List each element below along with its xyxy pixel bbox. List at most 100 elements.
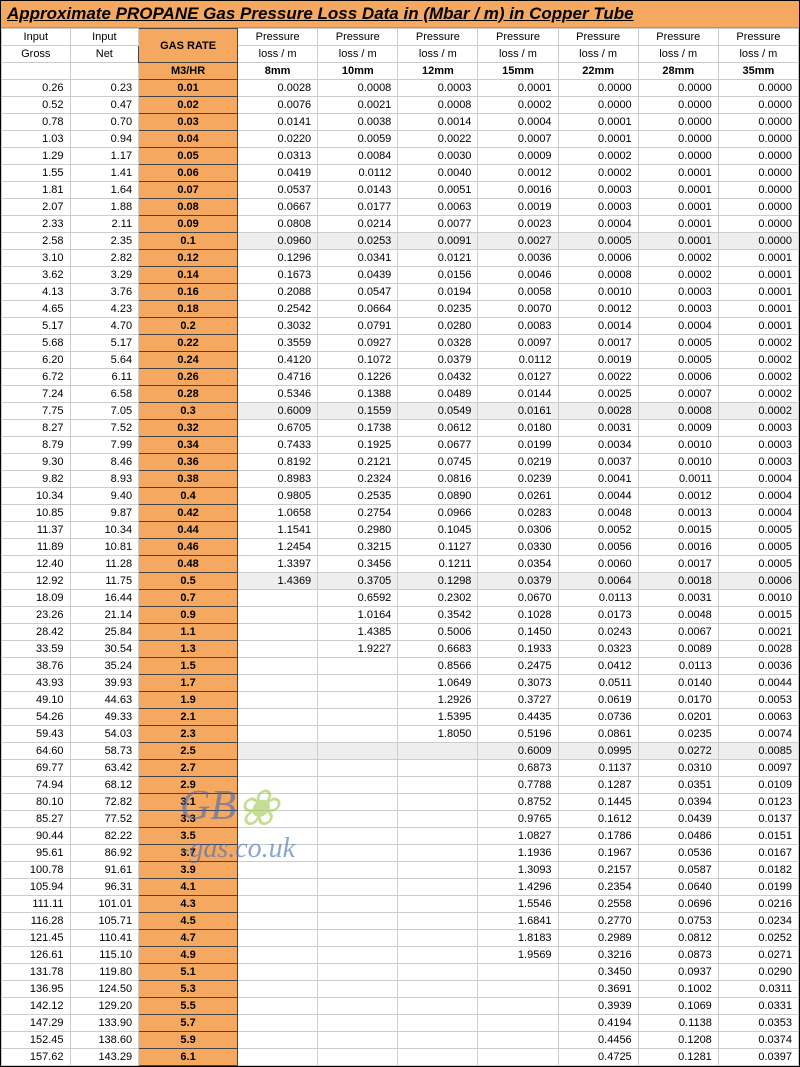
value-cell: 0.3032 (238, 318, 318, 335)
gasrate-cell: 1.1 (139, 624, 238, 641)
value-cell: 0.0640 (638, 879, 718, 896)
value-cell: 0.0271 (718, 947, 798, 964)
gasrate-cell: 0.04 (139, 131, 238, 148)
cell: 6.72 (2, 369, 71, 386)
gasrate-cell: 3.1 (139, 794, 238, 811)
value-cell: 0.0353 (718, 1015, 798, 1032)
value-cell (398, 998, 478, 1015)
table-row: 3.102.820.120.12960.03410.01210.00360.00… (2, 250, 799, 267)
value-cell (238, 1015, 318, 1032)
value-cell: 0.3450 (558, 964, 638, 981)
value-cell: 0.0214 (318, 216, 398, 233)
cell: 54.26 (2, 709, 71, 726)
cell: 7.52 (70, 420, 139, 437)
cell: 49.33 (70, 709, 139, 726)
value-cell: 0.5196 (478, 726, 558, 743)
value-cell: 0.0808 (238, 216, 318, 233)
gasrate-cell: 5.5 (139, 998, 238, 1015)
cell: 5.17 (2, 318, 71, 335)
value-cell (238, 828, 318, 845)
hdr-size-15mm: 15mm (478, 63, 558, 80)
value-cell (398, 981, 478, 998)
value-cell: 0.0048 (558, 505, 638, 522)
cell: 44.63 (70, 692, 139, 709)
value-cell: 0.0354 (478, 556, 558, 573)
cell: 1.41 (70, 165, 139, 182)
value-cell (318, 1049, 398, 1066)
value-cell: 1.3093 (478, 862, 558, 879)
cell: 3.29 (70, 267, 139, 284)
value-cell: 0.0489 (398, 386, 478, 403)
value-cell: 0.0121 (398, 250, 478, 267)
gasrate-cell: 5.9 (139, 1032, 238, 1049)
cell: 11.37 (2, 522, 71, 539)
data-table: Input Input GAS RATE Pressure Pressure P… (1, 28, 799, 1066)
table-row: 1.030.940.040.02200.00590.00220.00070.00… (2, 131, 799, 148)
value-cell: 0.0313 (238, 148, 318, 165)
hdr-unit: M3/HR (139, 63, 238, 80)
value-cell: 0.0310 (638, 760, 718, 777)
table-row: 11.8910.810.461.24540.32150.11270.03300.… (2, 539, 799, 556)
value-cell: 0.0009 (638, 420, 718, 437)
hdr-loss: loss / m (318, 46, 398, 63)
value-cell: 0.0323 (558, 641, 638, 658)
value-cell: 0.0012 (558, 301, 638, 318)
gasrate-cell: 4.5 (139, 913, 238, 930)
cell: 8.93 (70, 471, 139, 488)
value-cell: 0.0014 (558, 318, 638, 335)
cell: 157.62 (2, 1049, 71, 1066)
value-cell: 0.0109 (718, 777, 798, 794)
value-cell (398, 879, 478, 896)
value-cell: 0.0283 (478, 505, 558, 522)
value-cell: 0.7433 (238, 437, 318, 454)
value-cell (478, 981, 558, 998)
value-cell (398, 743, 478, 760)
value-cell: 0.0022 (558, 369, 638, 386)
value-cell (318, 981, 398, 998)
value-cell (398, 1015, 478, 1032)
value-cell: 0.2558 (558, 896, 638, 913)
cell: 4.70 (70, 318, 139, 335)
cell: 110.41 (70, 930, 139, 947)
value-cell: 0.1296 (238, 250, 318, 267)
value-cell: 0.0025 (558, 386, 638, 403)
value-cell (238, 862, 318, 879)
gasrate-cell: 3.7 (139, 845, 238, 862)
value-cell: 0.1281 (638, 1049, 718, 1066)
value-cell: 0.0083 (478, 318, 558, 335)
value-cell: 0.0002 (558, 165, 638, 182)
cell: 9.87 (70, 505, 139, 522)
value-cell: 0.0063 (718, 709, 798, 726)
value-cell: 0.1612 (558, 811, 638, 828)
gasrate-cell: 2.1 (139, 709, 238, 726)
value-cell: 0.0036 (718, 658, 798, 675)
value-cell (318, 998, 398, 1015)
value-cell: 0.0306 (478, 522, 558, 539)
value-cell: 0.1445 (558, 794, 638, 811)
value-cell (318, 879, 398, 896)
value-cell: 0.0008 (558, 267, 638, 284)
value-cell: 0.0243 (558, 624, 638, 641)
table-header: Input Input GAS RATE Pressure Pressure P… (2, 29, 799, 80)
gasrate-cell: 0.4 (139, 488, 238, 505)
value-cell: 0.0412 (558, 658, 638, 675)
value-cell: 0.3939 (558, 998, 638, 1015)
table-row: 111.11101.014.31.55460.25580.06960.0216 (2, 896, 799, 913)
table-row: 1.811.640.070.05370.01430.00510.00160.00… (2, 182, 799, 199)
gasrate-cell: 0.03 (139, 114, 238, 131)
value-cell: 0.0001 (638, 199, 718, 216)
gasrate-cell: 0.22 (139, 335, 238, 352)
value-cell (238, 1049, 318, 1066)
gasrate-cell: 1.9 (139, 692, 238, 709)
value-cell: 0.0021 (718, 624, 798, 641)
value-cell (478, 998, 558, 1015)
value-cell: 0.0927 (318, 335, 398, 352)
value-cell: 0.3559 (238, 335, 318, 352)
value-cell: 0.0151 (718, 828, 798, 845)
table-row: 136.95124.505.30.36910.10020.0311 (2, 981, 799, 998)
cell: 39.93 (70, 675, 139, 692)
table-row: 7.246.580.280.53460.13880.04890.01440.00… (2, 386, 799, 403)
value-cell: 0.0612 (398, 420, 478, 437)
gasrate-cell: 0.06 (139, 165, 238, 182)
value-cell: 0.0022 (398, 131, 478, 148)
